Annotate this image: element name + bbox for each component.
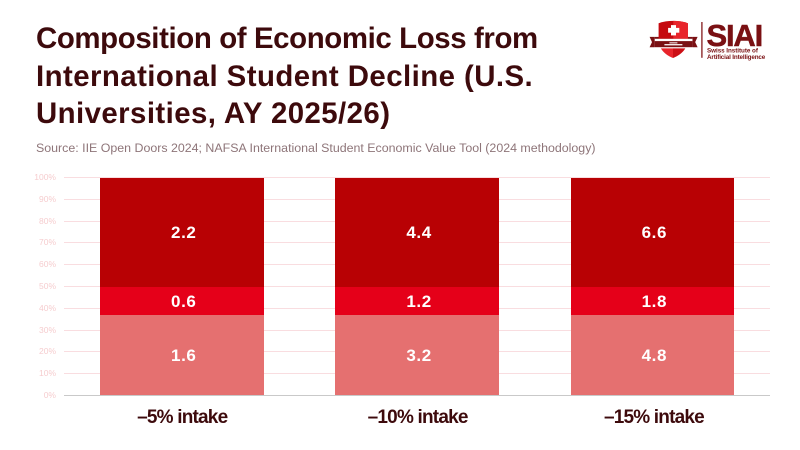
svg-text:Artificial Intelligence: Artificial Intelligence bbox=[707, 54, 766, 61]
svg-text:Swiss Institute of: Swiss Institute of bbox=[707, 47, 759, 54]
svg-text:SIAI: SIAI bbox=[707, 18, 763, 53]
